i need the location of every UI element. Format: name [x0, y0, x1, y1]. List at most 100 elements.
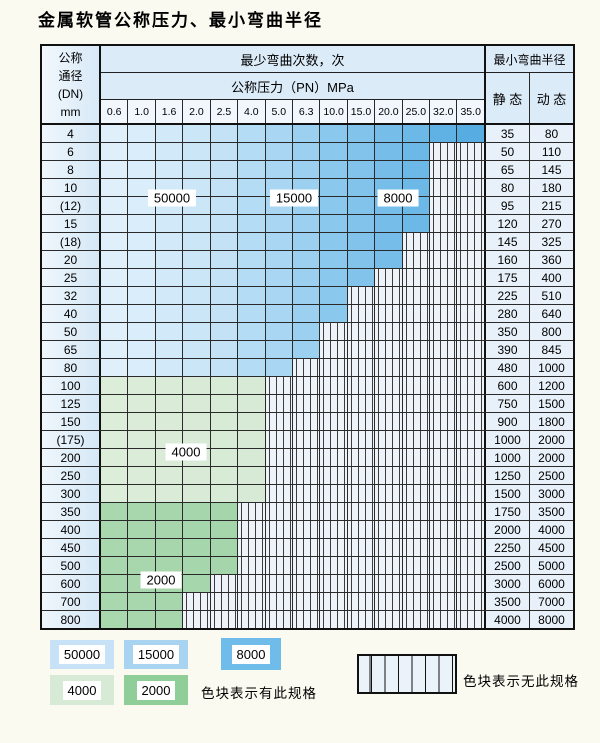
spec-cell-2000	[155, 503, 184, 520]
spec-cell-15000	[238, 143, 266, 160]
spec-cell-50000	[101, 125, 129, 142]
static-radius-cell: 390	[486, 341, 530, 358]
spec-cells	[101, 359, 486, 376]
no-spec-cell	[292, 449, 321, 466]
no-spec-cell	[430, 323, 458, 340]
no-spec-cell	[375, 359, 403, 376]
spec-cell-50000	[210, 251, 239, 268]
pressure-column-header: 20.0	[375, 100, 403, 123]
dn-cell: 200	[42, 449, 101, 466]
no-spec-cell	[457, 143, 484, 160]
spec-table: 公称 通径 (DN) mm 最少弯曲次数，次 公称压力（PN）MPa 0.6 1.…	[40, 44, 575, 630]
spec-cell-50000	[183, 125, 211, 142]
spec-cell-50000	[183, 323, 211, 340]
no-spec-cell	[183, 593, 211, 610]
no-spec-cell	[375, 503, 403, 520]
static-radius-cell: 95	[486, 197, 530, 214]
no-spec-cell	[265, 557, 293, 574]
no-spec-cell	[402, 467, 431, 484]
spec-cell-8000	[375, 215, 403, 232]
spec-cell-2000	[183, 539, 211, 556]
no-spec-cell	[430, 467, 458, 484]
spec-cell-15000	[265, 269, 293, 286]
dn-cell: 350	[42, 503, 101, 520]
spec-cells	[101, 323, 486, 340]
spec-cells	[101, 251, 486, 268]
spec-cell-8000	[320, 125, 348, 142]
spec-cell-15000	[238, 323, 266, 340]
spec-cell-15000	[292, 161, 321, 178]
no-spec-cell	[347, 575, 376, 592]
no-spec-cell	[265, 611, 293, 628]
dn-cell: 125	[42, 395, 101, 412]
no-spec-cell	[457, 611, 484, 628]
static-radius-cell: 480	[486, 359, 530, 376]
no-spec-cell	[402, 305, 431, 322]
spec-cell-4000	[183, 413, 211, 430]
pressure-column-header: 4.0	[238, 100, 266, 123]
no-spec-cell	[457, 539, 484, 556]
dynamic-radius-cell: 270	[530, 215, 573, 232]
no-spec-cell	[457, 233, 484, 250]
spec-cell-8000	[375, 125, 403, 142]
spec-cells	[101, 485, 486, 502]
spec-cell-8000	[402, 161, 431, 178]
pressure-column-header: 1.0	[128, 100, 156, 123]
spec-cells	[101, 161, 486, 178]
no-spec-cell	[265, 377, 293, 394]
table-row: 300 1500 3000	[42, 485, 573, 503]
spec-cell-50000	[101, 341, 129, 358]
no-spec-cell	[347, 449, 376, 466]
table-row: 450 2250 4500	[42, 539, 573, 557]
radius-cells: 2000 4000	[486, 521, 573, 538]
radius-cells: 80 180	[486, 179, 573, 196]
no-spec-cell	[265, 575, 293, 592]
radius-cells: 1250 2500	[486, 467, 573, 484]
no-spec-cell	[265, 485, 293, 502]
no-spec-cell	[402, 413, 431, 430]
spec-cells	[101, 413, 486, 430]
spec-cell-15000	[265, 125, 293, 142]
no-spec-cell	[430, 431, 458, 448]
spec-cells	[101, 341, 486, 358]
no-spec-cell	[402, 485, 431, 502]
no-spec-cell	[402, 287, 431, 304]
table-row: 200 1000 2000	[42, 449, 573, 467]
dn-cell: (18)	[42, 233, 101, 250]
dn-cell: (175)	[42, 431, 101, 448]
spec-cell-8000	[347, 233, 376, 250]
spec-cell-50000	[210, 143, 239, 160]
static-radius-cell: 145	[486, 233, 530, 250]
pressure-column-header: 0.6	[101, 100, 129, 123]
dynamic-radius-cell: 4500	[530, 539, 573, 556]
spec-cell-4000	[238, 467, 266, 484]
header-dynamic: 动 态	[536, 91, 567, 107]
spec-cell-8000	[347, 197, 376, 214]
legend-have-text: 色块表示有此规格	[201, 686, 317, 701]
no-spec-cell	[292, 395, 321, 412]
dn-cell: 8	[42, 161, 101, 178]
spec-cell-8000	[320, 287, 348, 304]
dynamic-radius-cell: 800	[530, 323, 573, 340]
no-spec-cell	[347, 359, 376, 376]
spec-cells	[101, 521, 486, 538]
spec-cell-50000	[155, 305, 184, 322]
static-radius-cell: 1000	[486, 431, 530, 448]
static-radius-cell: 4000	[486, 611, 530, 628]
static-radius-cell: 1500	[486, 485, 530, 502]
spec-cell-50000	[210, 179, 239, 196]
no-spec-cell	[375, 287, 403, 304]
legend-swatch-2000-label: 2000	[136, 680, 176, 700]
no-spec-cell	[375, 413, 403, 430]
no-spec-cell	[402, 233, 431, 250]
dn-cell: 800	[42, 611, 101, 628]
spec-cell-15000	[265, 323, 293, 340]
spec-cell-8000	[320, 197, 348, 214]
no-spec-cell	[320, 359, 348, 376]
spec-cell-50000	[128, 305, 156, 322]
no-spec-cell	[292, 611, 321, 628]
no-spec-cell	[210, 611, 239, 628]
no-spec-cell	[457, 467, 484, 484]
no-spec-cell	[430, 557, 458, 574]
spec-cell-50000	[101, 143, 129, 160]
